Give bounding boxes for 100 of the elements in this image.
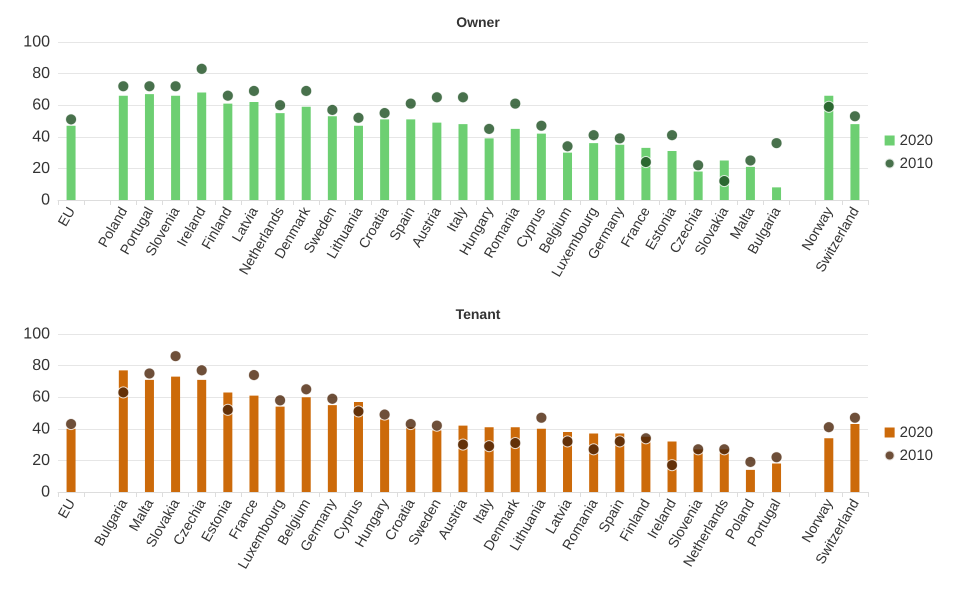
point <box>483 122 496 135</box>
bar <box>563 152 572 200</box>
point <box>65 113 78 126</box>
point <box>640 156 652 168</box>
bar <box>694 172 703 200</box>
bar <box>510 128 520 200</box>
point <box>326 104 338 116</box>
point <box>170 80 182 92</box>
bar <box>328 116 337 200</box>
point <box>562 435 574 448</box>
chart-title: Owner <box>456 14 500 30</box>
bar <box>380 119 390 200</box>
point <box>404 418 417 430</box>
bar <box>66 428 76 492</box>
point <box>822 100 835 113</box>
point <box>509 437 522 450</box>
legend-label: 2020 <box>900 424 934 441</box>
point <box>770 451 783 464</box>
bar <box>302 106 311 200</box>
point <box>744 154 756 166</box>
bar <box>171 96 180 200</box>
point <box>248 369 260 382</box>
y-tick-label: 100 <box>23 326 50 342</box>
point <box>457 91 469 104</box>
point <box>222 90 234 102</box>
bar <box>746 470 755 492</box>
bar <box>276 113 285 200</box>
legend-label: 2010 <box>900 447 934 464</box>
bar <box>276 406 285 492</box>
bar <box>406 427 416 492</box>
bar <box>615 144 624 200</box>
point <box>692 159 704 172</box>
bar <box>249 102 258 200</box>
point <box>457 438 469 451</box>
y-tick-label: 40 <box>32 420 50 438</box>
bar <box>249 396 258 492</box>
point <box>274 99 286 112</box>
point <box>430 91 443 104</box>
point <box>718 175 730 188</box>
point <box>248 84 260 97</box>
point <box>170 350 182 362</box>
bar <box>432 122 442 200</box>
bar <box>850 424 860 492</box>
point <box>822 421 835 434</box>
point <box>326 392 338 405</box>
point <box>196 62 208 75</box>
y-tick-label: 40 <box>32 128 50 146</box>
point <box>222 404 234 416</box>
y-tick-label: 0 <box>41 192 50 208</box>
point <box>143 80 156 92</box>
chart-title: Tenant <box>456 306 501 322</box>
bar <box>223 104 232 200</box>
point <box>483 440 496 452</box>
y-tick-label: 60 <box>32 388 50 406</box>
bar <box>824 438 834 492</box>
point <box>509 98 522 110</box>
y-tick-label: 100 <box>23 34 50 50</box>
bar <box>850 124 860 200</box>
point <box>117 80 130 92</box>
point <box>352 112 364 124</box>
bar <box>536 428 546 492</box>
point <box>614 132 626 144</box>
point <box>588 443 600 456</box>
bar <box>144 94 154 200</box>
point <box>196 364 208 376</box>
point <box>143 368 156 380</box>
bar <box>354 126 363 200</box>
bar <box>824 96 834 200</box>
point <box>588 129 600 142</box>
bar <box>668 151 677 200</box>
bar <box>118 370 128 492</box>
point <box>535 412 548 424</box>
bar <box>458 124 468 200</box>
point <box>404 98 417 110</box>
y-tick-label: 20 <box>32 160 50 177</box>
bar <box>772 464 782 492</box>
bar <box>406 119 416 200</box>
point <box>692 443 704 456</box>
point <box>300 383 312 396</box>
point <box>770 137 783 150</box>
point <box>562 140 574 152</box>
bar <box>328 405 337 492</box>
point <box>352 405 364 418</box>
bar <box>432 430 442 492</box>
bar <box>144 380 154 492</box>
bar <box>484 138 494 200</box>
bar <box>589 143 598 200</box>
bar <box>197 92 206 200</box>
point <box>430 420 443 432</box>
bar <box>536 134 546 200</box>
bar <box>380 419 390 492</box>
bar <box>772 187 782 200</box>
point <box>666 459 678 472</box>
point <box>614 435 626 448</box>
point <box>718 443 730 456</box>
y-tick-label: 60 <box>32 96 50 114</box>
point <box>378 107 391 120</box>
bar <box>171 376 180 492</box>
bar <box>746 166 755 200</box>
bar <box>197 380 206 492</box>
